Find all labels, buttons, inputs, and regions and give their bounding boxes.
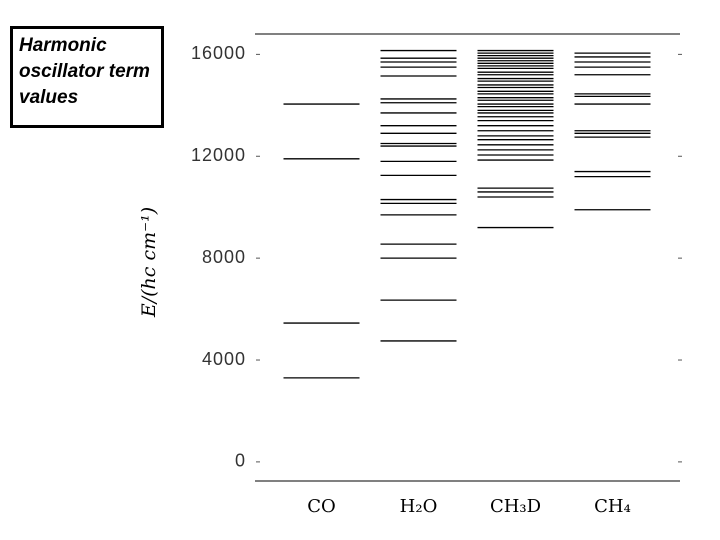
y-tick-label: 0 [235,451,246,471]
x-tick-label: CH₄ [594,496,631,517]
x-tick-label: CO [307,496,336,517]
x-tick-label: CH₃D [490,496,541,517]
y-axis-label: E/(hc cm⁻¹) [138,207,160,318]
y-tick-label: 16000 [191,43,246,63]
y-tick-label: 12000 [191,145,246,165]
chart-title: Harmonic oscillator term values [10,26,164,128]
y-tick-label: 4000 [202,349,246,369]
x-tick-label: H₂O [400,496,438,517]
y-tick-label: 8000 [202,247,246,267]
